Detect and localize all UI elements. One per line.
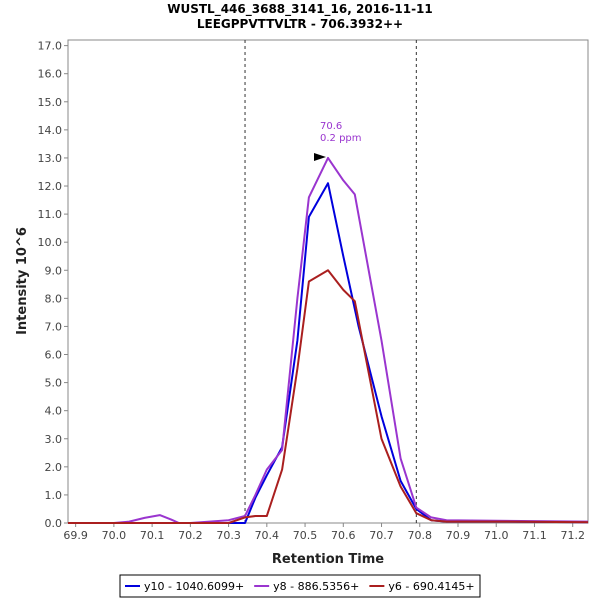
chart-subtitle: LEEGPPVTTVLTR - 706.3932++	[197, 17, 403, 31]
legend: y10 - 1040.6099+ y8 - 886.5356+ y6 - 690.4…	[119, 574, 481, 598]
plot-area	[67, 39, 589, 524]
y-tick-label: 13.0	[38, 152, 63, 165]
x-tick-label: 70.4	[255, 529, 280, 542]
chart-title: WUSTL_446_3688_3141_16, 2016-11-11	[167, 2, 433, 17]
y-tick-label: 9.0	[45, 264, 63, 277]
y-tick-label: 6.0	[45, 349, 63, 362]
x-tick-label: 70.0	[102, 529, 127, 542]
y-tick-label: 8.0	[45, 292, 63, 305]
x-axis: 69.9 70.0 70.1 70.2 70.3 70.4 70.5 70.6 70.7 70.8…	[63, 523, 585, 542]
x-tick-label: 71.2	[560, 529, 585, 542]
integration-boundaries	[244, 40, 417, 523]
y-tick-label: 3.0	[45, 433, 63, 446]
x-axis-label: Retention Time	[272, 552, 384, 567]
y-tick-label: 7.0	[45, 320, 63, 333]
series-lines	[68, 156, 589, 524]
legend-box	[119, 574, 481, 598]
x-tick-label: 70.1	[140, 529, 165, 542]
y-tick-label: 12.0	[38, 180, 63, 193]
x-tick-label: 70.7	[369, 529, 394, 542]
series-line-y8	[68, 156, 589, 524]
y-tick-label: 5.0	[45, 377, 63, 390]
x-tick-label: 70.8	[408, 529, 433, 542]
x-tick-label: 69.9	[63, 529, 88, 542]
x-tick-label: 70.6	[331, 529, 356, 542]
x-tick-label: 71.1	[522, 529, 547, 542]
y-axis-label: Intensity 10^6	[15, 227, 30, 335]
y-tick-label: 0.0	[45, 517, 63, 530]
peak-annotation-text: 70.6	[320, 121, 342, 132]
x-tick-label: 70.5	[293, 529, 318, 542]
y-tick-label: 16.0	[38, 68, 63, 81]
y-axis: 0.0 1.0 2.0 3.0 4.0 5.0 6.0 7.0 8.0 9.0 10.0 11.0 12…	[38, 40, 68, 530]
y-tick-label: 17.0	[38, 40, 63, 53]
y-tick-label: 10.0	[38, 236, 63, 249]
peak-annotation-text: 0.2 ppm	[320, 133, 362, 144]
y-tick-label: 4.0	[45, 405, 63, 418]
peak-marker-icon	[314, 152, 326, 161]
x-tick-label: 70.3	[216, 529, 241, 542]
peak-annotation: 70.60.2 ppm	[314, 121, 362, 161]
legend-label: y8 - 886.5356+	[273, 580, 359, 593]
x-tick-label: 70.9	[446, 529, 471, 542]
y-tick-label: 2.0	[45, 461, 63, 474]
y-tick-label: 1.0	[45, 489, 63, 502]
y-tick-label: 15.0	[38, 96, 63, 109]
y-tick-label: 11.0	[38, 208, 63, 221]
legend-label: y6 - 690.4145+	[388, 580, 474, 593]
x-tick-label: 70.2	[178, 529, 203, 542]
legend-label: y10 - 1040.6099+	[144, 580, 244, 593]
x-tick-label: 71.0	[484, 529, 509, 542]
y-tick-label: 14.0	[38, 124, 63, 137]
series-line-y6	[68, 269, 589, 524]
